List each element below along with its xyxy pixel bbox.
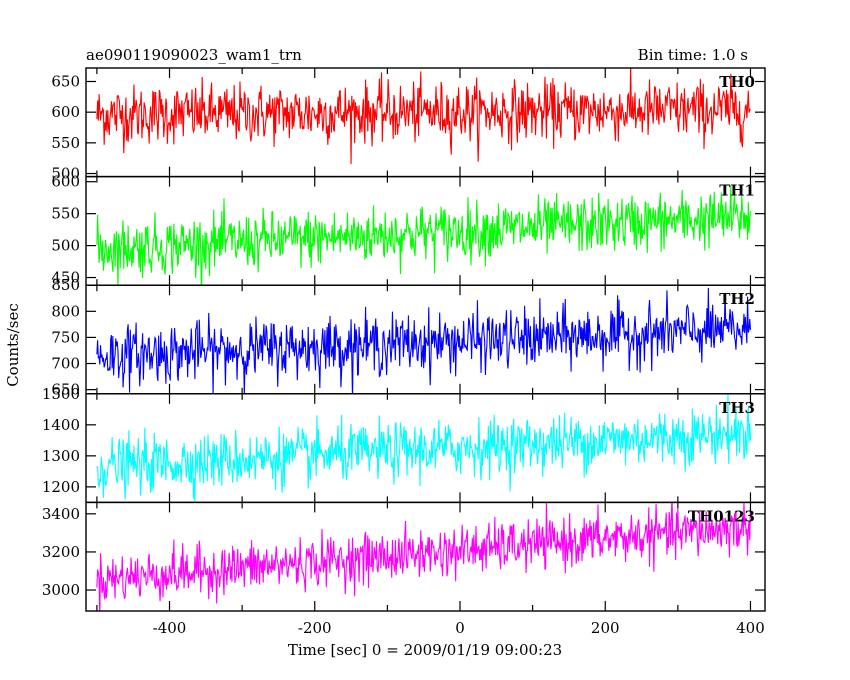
x-tick-label: -200 [298,619,332,637]
y-tick-label: 1400 [42,416,80,434]
series-line-th2 [96,287,752,394]
y-tick-label: 500 [51,165,80,183]
y-tick-label: 600 [51,173,80,191]
y-tick-label: 1500 [42,385,80,403]
panel-frame [85,501,766,612]
y-tick-label: 800 [51,302,80,320]
y-tick-label: 650 [51,381,80,399]
y-tick-label: 3400 [42,505,80,523]
y-tick-label: 700 [51,355,80,373]
panel-frame [85,67,766,178]
y-tick-label: 550 [51,205,80,223]
y-axis-label: Counts/sec [4,303,22,387]
x-tick-label: 0 [455,619,465,637]
y-tick-label: 450 [51,269,80,287]
y-tick-label: 600 [51,103,80,121]
plot-title-left: ae090119090023_wam1_trn [86,46,302,64]
y-tick-label: 3000 [42,581,80,599]
series-line-th0 [96,68,751,164]
y-tick-label: 3200 [42,543,80,561]
y-tick-label: 1300 [42,447,80,465]
y-tick-label: 650 [51,72,80,90]
series-line-th1 [96,185,752,286]
x-axis-label: Time [sec] 0 = 2009/01/19 09:00:23 [288,641,562,659]
y-tick-label: 750 [51,328,80,346]
y-tick-label: 550 [51,134,80,152]
y-tick-label: 500 [51,237,80,255]
series-line-th3 [96,394,752,503]
plot-title-right: Bin time: 1.0 s [638,46,748,64]
panels-group: 500 550 600 650 TH0 450 500 550 600 TH1 650 700 750 8… [42,67,766,637]
panel-label-th2: TH2 [719,290,755,308]
y-tick-label: 850 [51,276,80,294]
panel-label-th1: TH1 [719,182,755,200]
panel-label-th0123: TH0123 [688,507,755,525]
panel-label-th3: TH3 [719,399,755,417]
x-tick-label: -400 [153,619,187,637]
x-tick-label: 200 [591,619,620,637]
y-tick-label: 1200 [42,478,80,496]
series-line-th0123 [96,502,752,611]
x-tick-label: 400 [736,619,765,637]
panel-label-th0: TH0 [719,73,755,91]
